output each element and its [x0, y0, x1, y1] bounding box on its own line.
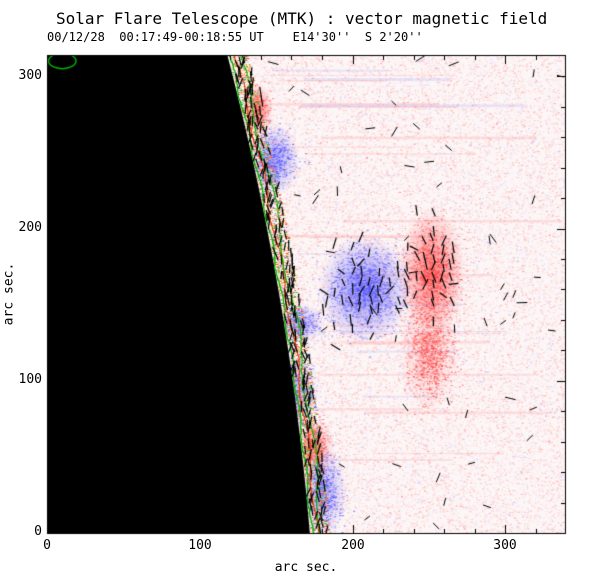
- x-tick-label-100: 100: [188, 538, 212, 553]
- y-tick-label-100: 100: [18, 372, 42, 387]
- y-tick-label-0: 0: [34, 524, 42, 539]
- plot-title: Solar Flare Telescope (MTK) : vector mag…: [56, 9, 548, 28]
- plot-subtitle: 00/12/28 00:17:49-00:18:55 UT E14'30'' S…: [47, 30, 423, 44]
- x-axis-label: arc sec.: [274, 560, 338, 575]
- y-tick-label-300: 300: [18, 68, 42, 83]
- x-tick-label-200: 200: [341, 538, 365, 553]
- x-tick-label-300: 300: [493, 538, 517, 553]
- x-tick-label-0: 0: [43, 538, 51, 553]
- y-tick-label-200: 200: [18, 220, 42, 235]
- y-axis-label: arc sec.: [1, 262, 17, 326]
